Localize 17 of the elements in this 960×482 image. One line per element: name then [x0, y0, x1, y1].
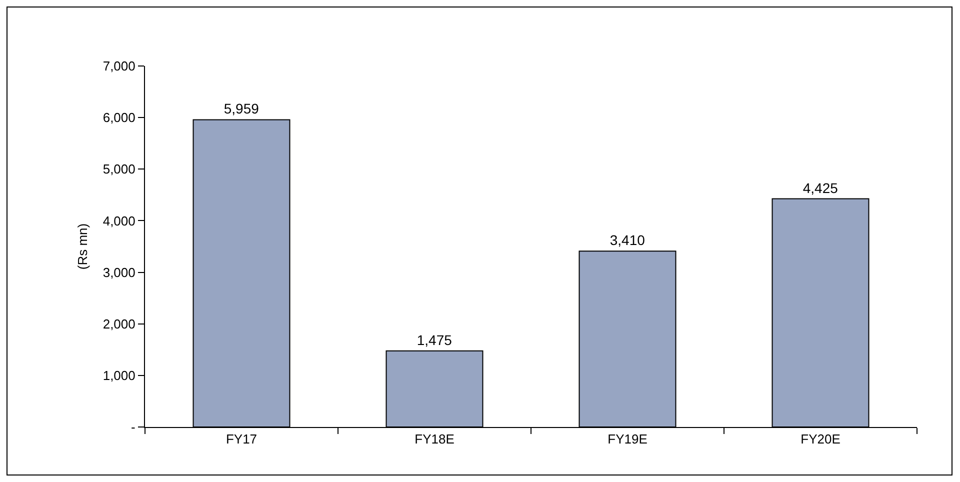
y-axis-title: (Rs mn): [74, 223, 90, 270]
x-tick-label: FY18E: [414, 432, 455, 447]
data-label: 1,475: [416, 332, 452, 348]
y-tick-label: 1,000: [102, 368, 136, 383]
data-label: 4,425: [802, 180, 838, 196]
y-tick-label: -: [131, 420, 136, 435]
y-tick-label: 3,000: [102, 264, 136, 280]
x-tick-label: FY20E: [800, 432, 841, 447]
y-tick-label: 6,000: [102, 110, 136, 126]
data-label: 3,410: [610, 232, 646, 248]
y-tick-label: 7,000: [102, 58, 136, 74]
data-label: 5,959: [224, 100, 260, 117]
x-tick-label: FY17: [226, 432, 258, 447]
y-tick-label: 5,000: [102, 162, 136, 177]
x-tick-label: FY19E: [608, 432, 648, 447]
y-tick-label: 4,000: [102, 213, 136, 228]
y-tick-label: 2,000: [102, 316, 136, 332]
